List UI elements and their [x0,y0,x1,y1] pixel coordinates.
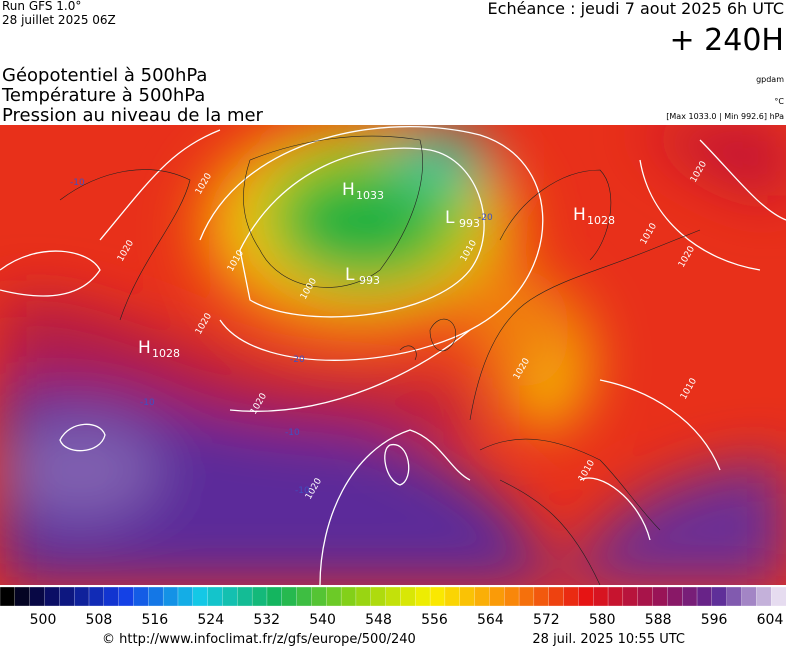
colorbar-swatch [59,586,75,607]
valid-time: Echéance : jeudi 7 aout 2025 6h UTC [488,0,784,18]
contour-label: -10 [70,178,85,188]
colorbar-swatch [563,586,580,607]
colorbar-swatch [311,586,327,607]
title: Géopotentiel à 500hPa [2,65,207,86]
colorbar: 500 508 516 524 532 540 548 556 564 572 580 588 596 6… [0,586,786,628]
title: Pression au niveau de la mer [2,105,264,126]
colorbar-swatch [711,586,728,607]
colorbar-swatch [340,586,357,607]
colorbar-label: 540 [309,612,336,628]
colorbar-swatch [0,586,16,607]
colorbar-swatch [474,586,491,607]
colorbar-swatch [518,586,535,607]
colorbar-swatch [14,586,31,607]
colorbar-swatch [74,586,90,607]
colorbar-swatch [281,586,298,607]
colorbar-swatch [771,586,786,607]
colorbar-swatch [296,586,313,607]
contour-label: -10 [140,398,155,408]
unit: °C [774,97,784,106]
colorbar-swatch [266,586,283,607]
pressure-center-letter: H [138,338,151,358]
pressure-center-letter: H [573,205,586,225]
colorbar-swatch [103,586,120,607]
unit: gpdam [756,75,784,84]
colorbar-swatch [44,586,60,607]
colorbar-swatch [548,586,565,607]
colorbar-swatch [251,586,268,607]
colorbar-swatch [504,586,520,607]
run: Run GFS 1.0° [2,0,81,13]
colorbar-swatch [400,586,416,607]
colorbar-swatch [370,586,387,607]
run-date: 28 juillet 2025 06Z [2,13,116,27]
pressure-center-value: 993 [459,217,480,230]
colorbar-swatch [429,586,446,607]
colorbar-swatch [385,586,402,607]
colorbar-label: 532 [253,612,280,628]
colorbar-swatch [88,586,105,607]
contour-label: -10 [295,486,310,496]
colorbar-swatch [593,586,609,607]
colorbar-swatch [622,586,639,607]
contour-label: -20 [478,213,493,223]
colorbar-swatch [355,586,372,607]
colorbar-swatch [607,586,624,607]
colorbar-swatch [177,586,194,607]
colorbar-swatch [237,586,253,607]
contour-label: -10 [285,428,300,438]
colorbar-swatch [444,586,461,607]
colorbar-swatch [162,586,179,607]
colorbar-label: 524 [197,612,224,628]
colorbar-label: 572 [533,612,560,628]
pressure-center-value: 993 [359,274,380,287]
colorbar-swatch [326,586,342,607]
colorbar-swatch [637,586,654,607]
colorbar-label: 604 [757,612,784,628]
colorbar-swatch [29,586,46,607]
colorbar-swatch [667,586,683,607]
colorbar-label: 588 [645,612,672,628]
colorbar-swatch [415,586,431,607]
colorbar-label: 580 [589,612,616,628]
pressure-center-value: 1028 [587,214,615,227]
colorbar-swatch [696,586,713,607]
pressure-center-value: 1028 [152,347,180,360]
colorbar-swatch [726,586,743,607]
colorbar-swatch [682,586,698,607]
colorbar-swatch [652,586,669,607]
title: Température à 500hPa [1,85,205,106]
colorbar-swatch [207,586,224,607]
colorbar-label: 564 [477,612,504,628]
generated: 28 juil. 2025 10:55 UTC [532,632,685,647]
colorbar-swatch [148,586,164,607]
map [0,125,786,585]
source: © http://www.infoclimat.fr/z/gfs/europe/… [102,632,416,647]
pressure-center-letter: L [445,208,455,228]
colorbar-swatch [741,586,757,607]
colorbar-swatch [489,586,505,607]
colorbar-swatch [118,586,135,607]
colorbar-label: 516 [141,612,168,628]
pressure-center-letter: H [342,180,355,200]
colorbar-swatch [578,586,594,607]
unit: [Max 1033.0 | Min 992.6] hPa [666,112,784,121]
colorbar-swatch [192,586,209,607]
pressure-center-letter: L [345,265,355,285]
colorbar-swatch [133,586,149,607]
colorbar-label: 508 [86,612,113,628]
colorbar-label: 556 [421,612,448,628]
colorbar-swatch [222,586,238,607]
colorbar-label: 548 [365,612,392,628]
contour-label: -20 [290,355,305,365]
lead-time: + 240H [670,23,785,58]
pressure-center-value: 1033 [356,189,384,202]
colorbar-label: 596 [701,612,728,628]
colorbar-swatch [533,586,550,607]
colorbar-swatch [459,586,476,607]
colorbar-label: 500 [30,612,57,628]
colorbar-swatch [756,586,772,607]
